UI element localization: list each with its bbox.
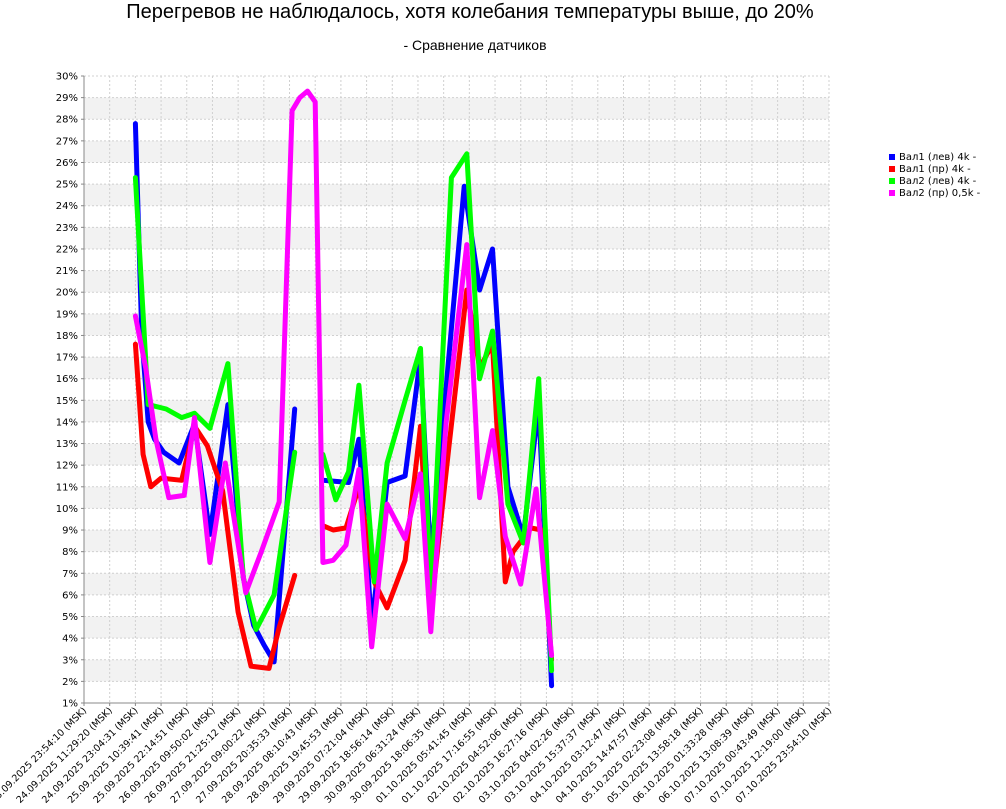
y-tick-label: 14% [56, 417, 78, 428]
y-tick-label: 23% [56, 223, 78, 234]
plot-band [84, 573, 829, 595]
y-tick-label: 11% [56, 482, 78, 493]
y-tick-label: 5% [62, 612, 78, 623]
y-tick-label: 13% [56, 439, 78, 450]
y-tick-label: 8% [62, 547, 78, 558]
y-tick-label: 28% [56, 115, 78, 126]
y-tick-label: 9% [62, 526, 78, 537]
y-tick-label: 25% [56, 180, 78, 191]
plot-background [84, 97, 829, 682]
y-tick-label: 6% [62, 590, 78, 601]
plot-band [84, 530, 829, 552]
legend: Вал1 (лев) 4k -Вал1 (пр) 4k -Вал2 (лев) … [889, 152, 981, 199]
legend-label: Вал2 (пр) 0,5k - [899, 188, 981, 199]
legend-label: Вал1 (лев) 4k - [899, 152, 977, 163]
legend-label: Вал1 (пр) 4k - [899, 164, 971, 175]
plot-band [84, 659, 829, 682]
plot-band [84, 400, 829, 422]
legend-swatch [889, 190, 895, 196]
legend-swatch [889, 154, 895, 160]
series-lines [132, 88, 555, 689]
series-line-4 [132, 88, 555, 658]
y-tick-label: 30% [56, 72, 78, 83]
legend-swatch [889, 166, 895, 172]
chart-subtitle: - Сравнение датчиков [403, 37, 547, 53]
y-tick-label: 7% [62, 569, 78, 580]
y-tick-label: 21% [56, 266, 78, 277]
x-axis-ticks: 23.09.2025 23:54:10 (MSK)24.09.2025 11:2… [0, 703, 834, 806]
series-line-2 [132, 341, 298, 671]
y-tick-label: 19% [56, 309, 78, 320]
y-axis-ticks: 1% 2% 3% 4% 5% 6% 7% 8% 9% 10% 11% 12% 13% 14% 15% 16% 1… [56, 72, 84, 710]
y-tick-label: 4% [62, 634, 78, 645]
y-tick-label: 15% [56, 396, 78, 407]
y-tick-label: 12% [56, 461, 78, 472]
chart-title: Перегревов не наблюдалось, хотя колебани… [126, 1, 814, 23]
y-tick-label: 18% [56, 331, 78, 342]
plot-band [84, 227, 829, 249]
y-tick-label: 16% [56, 374, 78, 385]
plot-band [84, 616, 829, 639]
y-tick-label: 20% [56, 288, 78, 299]
y-tick-label: 2% [62, 677, 78, 688]
y-tick-label: 3% [62, 655, 78, 666]
y-tick-label: 17% [56, 353, 78, 364]
y-tick-label: 27% [56, 136, 78, 147]
plot-band [84, 184, 829, 206]
legend-label: Вал2 (лев) 4k - [899, 176, 977, 187]
plot-band [84, 486, 829, 509]
y-tick-label: 10% [56, 504, 78, 515]
series-line-3 [132, 175, 298, 632]
y-tick-label: 29% [56, 93, 78, 104]
axes [81, 76, 829, 706]
y-tick-label: 26% [56, 158, 78, 169]
plot-band [84, 140, 829, 163]
y-tick-label: 24% [56, 201, 78, 212]
y-tick-label: 22% [56, 244, 78, 255]
plot-band [84, 97, 829, 120]
y-tick-label: 1% [62, 699, 78, 710]
legend-swatch [889, 178, 895, 184]
plot-band [84, 443, 829, 466]
